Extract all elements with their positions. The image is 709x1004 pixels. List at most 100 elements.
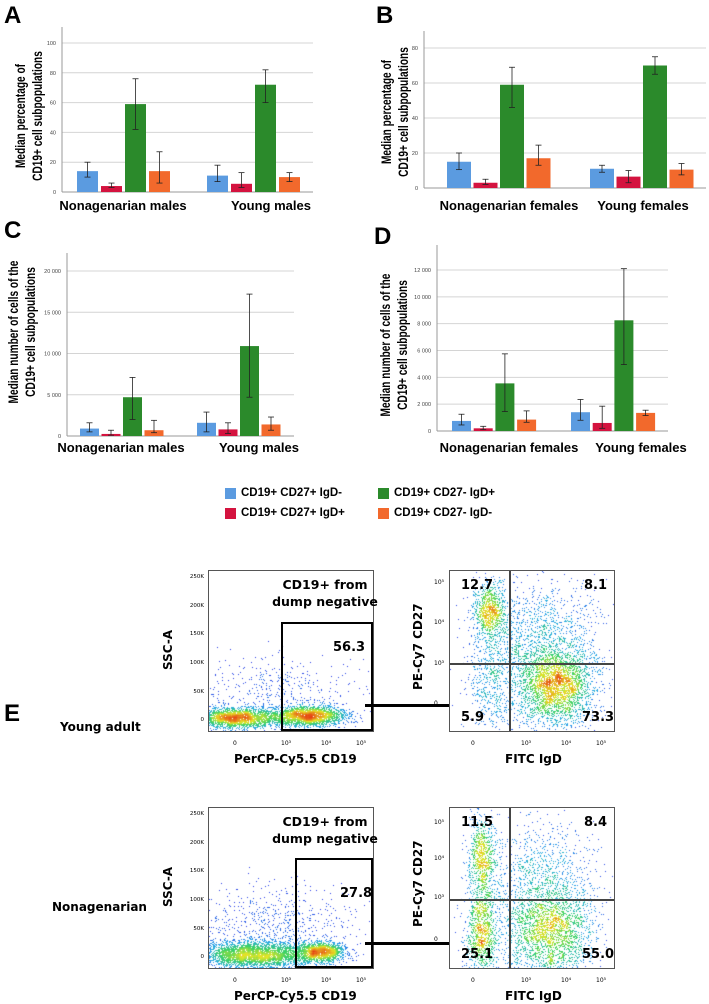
y-tick-label: 20 000 — [44, 269, 61, 275]
x-tick-label: 10³ — [281, 740, 292, 747]
y-tick-label: 0 — [434, 936, 438, 943]
chart-b: 0 20 40 60 80 — [412, 31, 706, 192]
bar — [144, 430, 164, 436]
legend-label: CD19+ CD27+ IgD+ — [241, 507, 345, 519]
panel-letter-a: A — [4, 2, 22, 29]
category-label: Nonagenarian females — [439, 198, 579, 213]
legend-item: CD19+ CD27+ IgD- — [225, 487, 342, 499]
y-tick-label: 0 — [53, 190, 56, 196]
x-tick-label: 0 — [233, 740, 237, 747]
y-tick-label: 80 — [412, 46, 418, 52]
category-label: Nonagenarian males — [59, 198, 187, 213]
panel-letter-e: E — [4, 700, 21, 727]
quadrant-upper-right: 8.4 — [584, 815, 608, 830]
legend-label: CD19+ CD27+ IgD- — [241, 487, 342, 499]
scatter-density — [209, 808, 373, 968]
quadrant-line-vertical — [509, 808, 511, 968]
y-tick-label: 250K — [189, 574, 204, 580]
bar — [636, 412, 656, 431]
bar — [80, 428, 99, 436]
legend-swatch — [378, 507, 389, 519]
cd19-gate — [281, 622, 373, 731]
chart-c: 0 5 000 10 000 15 000 20 000 — [44, 253, 294, 440]
category-label: Nonagenarian males — [57, 440, 185, 455]
x-axis-label: PerCP-Cy5.5 CD19 — [234, 989, 357, 1003]
category-label: Young females — [597, 198, 689, 213]
legend-item: CD19+ CD27+ IgD+ — [225, 507, 345, 519]
y-tick-label: 2 000 — [417, 402, 431, 408]
y-tick-label: 0 — [428, 429, 431, 435]
quadrant-line-horizontal — [450, 663, 614, 665]
y-tick-label: 10⁴ — [434, 619, 445, 626]
category-label: Young males — [231, 198, 311, 213]
scatter-density — [450, 808, 614, 968]
ssc-vs-cd19-plot — [208, 570, 374, 732]
y-tick-label: 60 — [50, 101, 56, 107]
cd19-gate — [295, 858, 373, 968]
y-tick-label: 50K — [193, 925, 204, 932]
y-tick-label: 10 000 — [414, 295, 431, 301]
legend-label: CD19+ CD27- IgD+ — [394, 487, 495, 499]
x-tick-label: 0 — [471, 740, 475, 747]
y-tick-label: 0 — [200, 954, 205, 961]
bar — [571, 412, 590, 431]
x-tick-label: 10⁴ — [561, 977, 572, 984]
y-tick-label: 20 — [412, 151, 418, 157]
gate-title-line: CD19+ from — [282, 577, 368, 592]
y-tick-label: 150K — [189, 868, 204, 875]
y-tick-label: 50K — [193, 688, 204, 695]
y-tick-label: 60 — [412, 81, 418, 87]
x-tick-label: 0 — [471, 977, 475, 984]
bar — [473, 182, 498, 188]
panel-letter-b: B — [376, 2, 394, 29]
quadrant-line-vertical — [509, 571, 511, 731]
y-tick-label: 4 000 — [417, 375, 431, 381]
cd27-vs-igd-plot — [449, 570, 615, 732]
ssc-vs-cd19-plot — [208, 807, 374, 969]
y-tick-label: 0 — [415, 186, 418, 192]
x-axis-label: PerCP-Cy5.5 CD19 — [234, 752, 357, 766]
bar — [255, 84, 276, 192]
chart-a: 0 20 40 60 80 100 — [47, 27, 313, 196]
bar — [279, 177, 300, 192]
x-tick-label: 10³ — [281, 977, 292, 984]
x-tick-label: 10⁴ — [561, 740, 572, 747]
x-axis-label: FITC IgD — [505, 752, 562, 766]
scatter-density — [450, 571, 614, 731]
y-tick-label: 10 000 — [44, 352, 61, 358]
bar — [643, 65, 667, 188]
bar — [517, 419, 537, 431]
legend-swatch — [225, 507, 236, 519]
x-tick-label: 10³ — [521, 977, 532, 984]
gate-percentage: 56.3 — [333, 640, 366, 655]
gate-title: CD19+ from dump negative — [270, 813, 380, 847]
y-axis-label: PE-Cy7 CD27 — [411, 840, 425, 927]
y-tick-label: 15 000 — [44, 310, 61, 316]
x-tick-label: 10⁵ — [596, 740, 607, 747]
y-tick-label: 10⁵ — [434, 819, 445, 826]
x-tick-label: 10³ — [521, 740, 532, 747]
arrow-icon — [365, 942, 453, 945]
y-tick-label: 100K — [189, 660, 204, 667]
y-axis-label: SSC-A — [161, 629, 175, 670]
x-tick-label: 10⁵ — [356, 740, 367, 747]
bar — [669, 169, 694, 188]
quadrant-lower-right: 73.3 — [582, 710, 615, 725]
bar — [101, 186, 122, 192]
y-axis-label: SSC-A — [161, 866, 175, 907]
row-label-nonagenarian: Nonagenarian — [52, 900, 147, 914]
legend-swatch — [378, 487, 389, 499]
category-label: Nonagenarian females — [439, 440, 579, 455]
x-tick-label: 0 — [233, 977, 237, 984]
y-tick-label: 100 — [47, 41, 56, 47]
legend-item: CD19+ CD27- IgD- — [378, 507, 492, 519]
y-tick-label: 10⁴ — [434, 855, 445, 862]
y-tick-label: 250K — [189, 811, 204, 817]
gate-title-line: dump negative — [272, 831, 378, 846]
bar — [452, 420, 471, 431]
gate-title: CD19+ from dump negative — [270, 576, 380, 610]
y-tick-label: 100K — [189, 897, 204, 904]
y-tick-label: 150K — [189, 631, 204, 638]
y-tick-label: 200K — [189, 839, 204, 846]
quadrant-upper-left: 12.7 — [461, 578, 494, 593]
